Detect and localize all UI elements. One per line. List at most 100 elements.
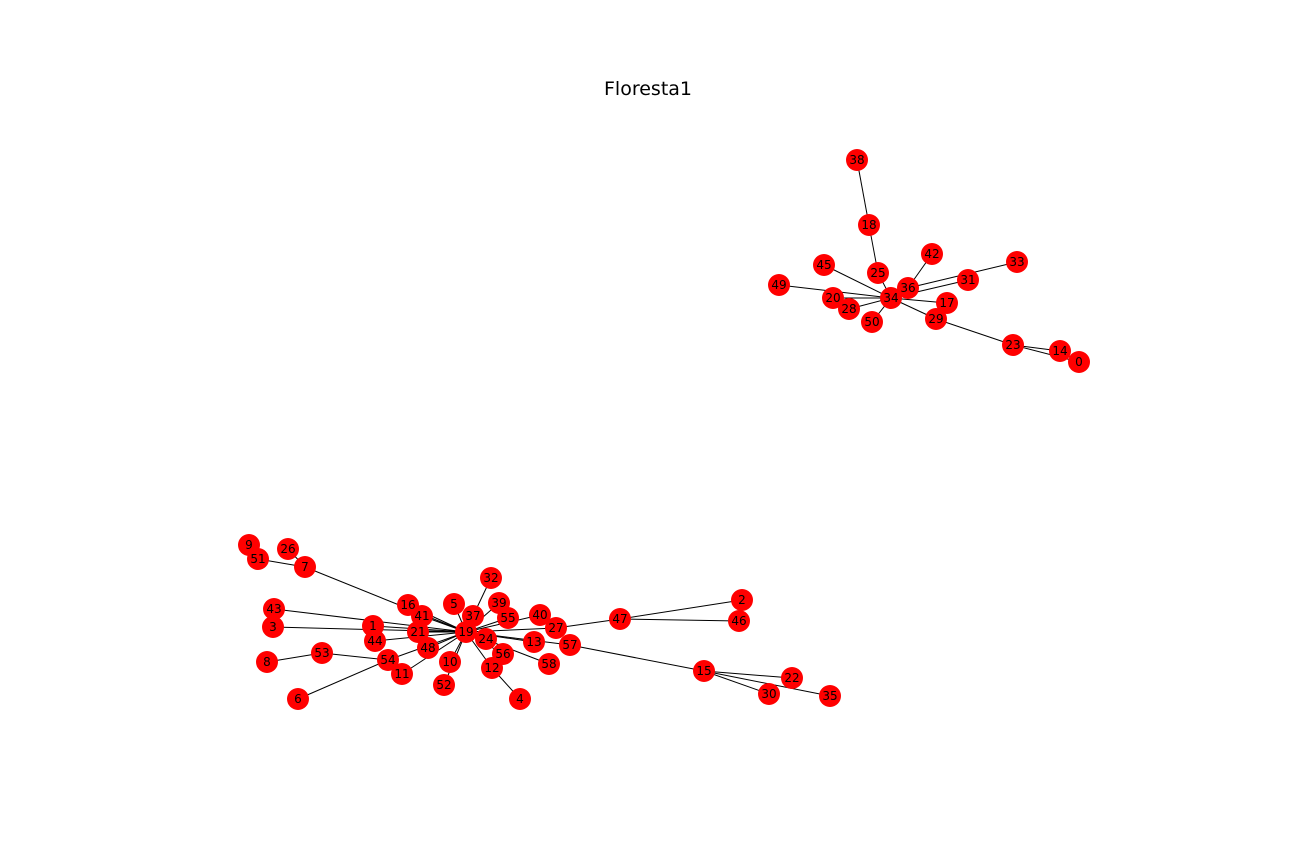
node-label-38: 38 — [849, 153, 864, 167]
node-label-35: 35 — [822, 689, 837, 703]
node-34 — [880, 287, 902, 309]
node-17 — [936, 292, 958, 314]
node-label-24: 24 — [478, 632, 493, 646]
node-22 — [781, 667, 803, 689]
edge-2-47 — [619, 599, 743, 620]
node-label-1: 1 — [369, 619, 377, 633]
node-8 — [256, 651, 278, 673]
node-label-22: 22 — [784, 671, 799, 685]
node-label-37: 37 — [465, 609, 480, 623]
node-label-29: 29 — [928, 312, 943, 326]
node-38 — [846, 149, 868, 171]
node-label-41: 41 — [414, 609, 429, 623]
node-18 — [858, 214, 880, 236]
node-3 — [262, 616, 284, 638]
edge-15-57 — [569, 644, 705, 672]
edge-46-47 — [619, 618, 740, 622]
node-label-31: 31 — [960, 273, 975, 287]
node-6 — [287, 688, 309, 710]
node-43 — [263, 598, 285, 620]
node-label-15: 15 — [696, 664, 711, 678]
node-label-9: 9 — [245, 538, 253, 552]
node-label-39: 39 — [491, 596, 506, 610]
node-label-48: 48 — [420, 641, 435, 655]
node-46 — [728, 610, 750, 632]
node-label-33: 33 — [1009, 255, 1024, 269]
node-label-7: 7 — [301, 560, 309, 574]
node-label-13: 13 — [526, 635, 541, 649]
node-label-28: 28 — [841, 302, 856, 316]
edge-22-15 — [703, 670, 793, 679]
node-42 — [921, 243, 943, 265]
node-27 — [545, 617, 567, 639]
node-label-25: 25 — [870, 266, 885, 280]
node-label-57: 57 — [562, 638, 577, 652]
node-label-21: 21 — [410, 625, 425, 639]
node-47 — [609, 608, 631, 630]
node-label-12: 12 — [484, 661, 499, 675]
node-5 — [443, 593, 465, 615]
node-label-2: 2 — [738, 593, 746, 607]
node-label-50: 50 — [864, 315, 879, 329]
node-label-20: 20 — [825, 291, 840, 305]
edge-6-54 — [297, 659, 389, 700]
node-11 — [391, 663, 413, 685]
node-15 — [693, 660, 715, 682]
node-32 — [480, 567, 502, 589]
edge-7-19 — [304, 566, 467, 633]
node-55 — [497, 607, 519, 629]
node-label-47: 47 — [612, 612, 627, 626]
node-26 — [277, 538, 299, 560]
node-label-46: 46 — [731, 614, 746, 628]
node-54 — [377, 649, 399, 671]
node-label-10: 10 — [442, 655, 457, 669]
edge-30-15 — [703, 670, 770, 695]
node-label-53: 53 — [314, 646, 329, 660]
edge-53-54 — [321, 652, 389, 661]
node-label-3: 3 — [269, 620, 277, 634]
node-30 — [758, 683, 780, 705]
node-36 — [897, 277, 919, 299]
node-35 — [819, 685, 841, 707]
node-24 — [475, 628, 497, 650]
node-label-55: 55 — [500, 611, 515, 625]
edge-23-0 — [1012, 344, 1080, 363]
node-label-6: 6 — [294, 692, 302, 706]
node-41 — [411, 605, 433, 627]
node-52 — [433, 674, 455, 696]
node-45 — [813, 254, 835, 276]
node-label-51: 51 — [250, 552, 265, 566]
edge-45-34 — [823, 264, 892, 299]
node-58 — [538, 653, 560, 675]
node-label-16: 16 — [400, 598, 415, 612]
node-40 — [529, 604, 551, 626]
node-13 — [523, 631, 545, 653]
node-label-23: 23 — [1005, 338, 1020, 352]
node-label-11: 11 — [394, 667, 409, 681]
node-31 — [957, 269, 979, 291]
node-10 — [439, 651, 461, 673]
node-label-27: 27 — [548, 621, 563, 635]
node-25 — [867, 262, 889, 284]
node-50 — [861, 311, 883, 333]
node-29 — [925, 308, 947, 330]
node-44 — [364, 630, 386, 652]
node-51 — [247, 548, 269, 570]
node-33 — [1006, 251, 1028, 273]
node-49 — [768, 274, 790, 296]
node-7 — [294, 556, 316, 578]
edge-38-18 — [856, 159, 870, 226]
node-label-58: 58 — [541, 657, 556, 671]
node-57 — [559, 634, 581, 656]
node-label-44: 44 — [367, 634, 382, 648]
node-label-19: 19 — [458, 625, 473, 639]
node-label-42: 42 — [924, 247, 939, 261]
node-56 — [492, 643, 514, 665]
node-0 — [1068, 351, 1090, 373]
node-label-0: 0 — [1075, 355, 1083, 369]
node-label-17: 17 — [939, 296, 954, 310]
node-label-32: 32 — [483, 571, 498, 585]
node-label-4: 4 — [516, 692, 524, 706]
